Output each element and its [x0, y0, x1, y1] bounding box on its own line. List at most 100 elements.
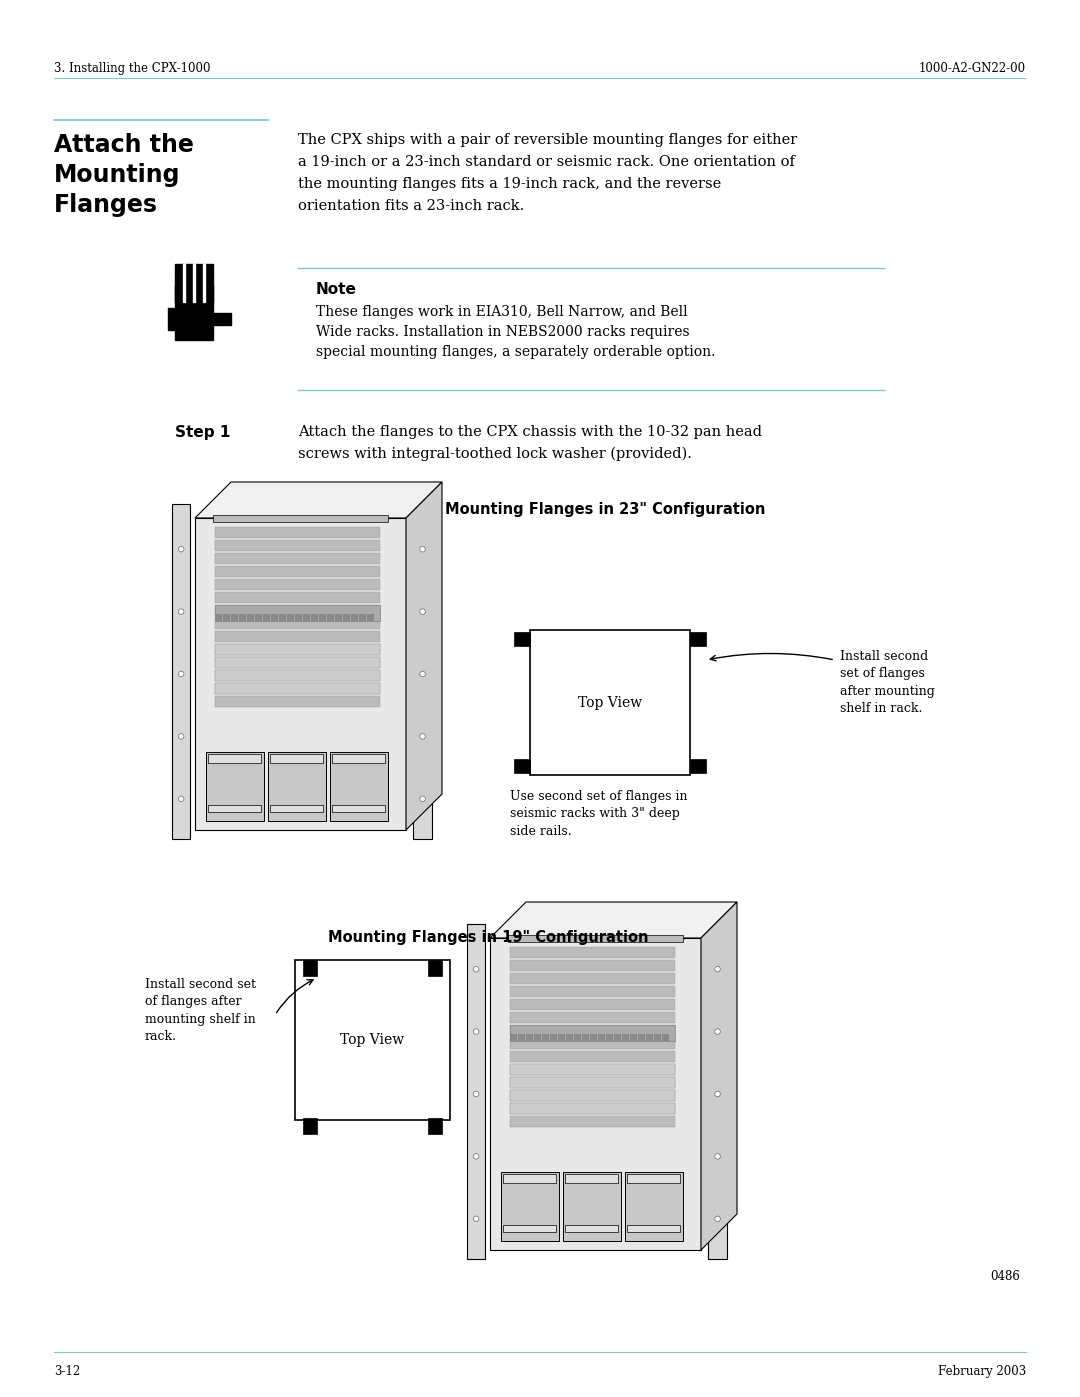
- Bar: [510, 1104, 675, 1113]
- Bar: [215, 605, 380, 616]
- Bar: [185, 264, 193, 302]
- Bar: [271, 615, 278, 622]
- Polygon shape: [195, 482, 442, 518]
- Bar: [598, 1034, 605, 1041]
- Bar: [690, 631, 706, 645]
- Bar: [213, 515, 388, 522]
- Bar: [510, 1051, 675, 1062]
- Text: Mounting Flanges in 19" Configuration: Mounting Flanges in 19" Configuration: [328, 930, 648, 944]
- Circle shape: [178, 796, 184, 802]
- Text: Top View: Top View: [578, 696, 643, 710]
- Text: Install second
set of flanges
after mounting
shelf in rack.: Install second set of flanges after moun…: [840, 650, 935, 715]
- Polygon shape: [490, 937, 701, 1250]
- Bar: [627, 1173, 680, 1183]
- Bar: [311, 615, 318, 622]
- Text: Mounting: Mounting: [54, 163, 180, 187]
- Bar: [215, 527, 380, 538]
- Bar: [215, 657, 380, 668]
- Bar: [215, 696, 380, 707]
- Bar: [327, 615, 334, 622]
- Bar: [231, 615, 238, 622]
- Bar: [183, 264, 185, 302]
- Bar: [215, 683, 380, 694]
- Bar: [287, 615, 294, 622]
- Circle shape: [178, 546, 184, 552]
- Bar: [335, 615, 342, 622]
- Circle shape: [473, 1091, 478, 1097]
- Circle shape: [178, 609, 184, 615]
- Bar: [205, 264, 213, 302]
- Bar: [638, 1034, 645, 1041]
- Bar: [550, 1034, 557, 1041]
- Text: Attach the: Attach the: [54, 133, 194, 156]
- Polygon shape: [490, 902, 737, 937]
- Bar: [534, 1034, 541, 1041]
- Bar: [367, 615, 374, 622]
- Text: Use second set of flanges in
seismic racks with 3" deep
side rails.: Use second set of flanges in seismic rac…: [510, 789, 688, 838]
- Bar: [206, 752, 264, 821]
- Text: Note: Note: [316, 282, 356, 298]
- Bar: [168, 307, 178, 330]
- Bar: [510, 1065, 675, 1076]
- Text: 3-12: 3-12: [54, 1365, 80, 1377]
- Bar: [530, 630, 690, 775]
- Bar: [215, 615, 222, 622]
- Bar: [215, 617, 380, 629]
- Bar: [295, 615, 302, 622]
- Bar: [510, 999, 675, 1010]
- Bar: [303, 615, 310, 622]
- Bar: [514, 631, 530, 645]
- Bar: [332, 805, 384, 812]
- Bar: [690, 759, 706, 773]
- Bar: [510, 972, 675, 983]
- Text: screws with integral-toothed lock washer (provided).: screws with integral-toothed lock washer…: [298, 447, 692, 461]
- Bar: [558, 1034, 565, 1041]
- Bar: [627, 1225, 680, 1232]
- Text: Install second set
of flanges after
mounting shelf in
rack.: Install second set of flanges after moun…: [145, 978, 256, 1044]
- Circle shape: [473, 967, 478, 972]
- Bar: [514, 759, 530, 773]
- Bar: [195, 264, 203, 302]
- Circle shape: [715, 1154, 720, 1160]
- Circle shape: [715, 1091, 720, 1097]
- Bar: [215, 553, 380, 564]
- Bar: [565, 1173, 618, 1183]
- Bar: [330, 752, 388, 821]
- Bar: [510, 947, 675, 958]
- Bar: [646, 1034, 653, 1041]
- Text: Attach the flanges to the CPX chassis with the 10-32 pan head: Attach the flanges to the CPX chassis wi…: [298, 425, 762, 439]
- Bar: [215, 671, 380, 680]
- Polygon shape: [701, 902, 737, 1250]
- Bar: [213, 313, 231, 326]
- Bar: [270, 805, 323, 812]
- Text: 1000-A2-GN22-00: 1000-A2-GN22-00: [919, 61, 1026, 75]
- Text: Wide racks. Installation in NEBS2000 racks requires: Wide racks. Installation in NEBS2000 rac…: [316, 326, 690, 339]
- Bar: [270, 754, 323, 763]
- Bar: [510, 986, 675, 997]
- Bar: [510, 1025, 675, 1037]
- Bar: [359, 615, 366, 622]
- Bar: [428, 1118, 442, 1134]
- Bar: [303, 960, 318, 977]
- Bar: [215, 592, 380, 604]
- Bar: [279, 615, 286, 622]
- Bar: [508, 935, 683, 942]
- Bar: [215, 631, 380, 643]
- Bar: [590, 1034, 597, 1041]
- Bar: [654, 1034, 661, 1041]
- Circle shape: [715, 1028, 720, 1034]
- Bar: [526, 1034, 534, 1041]
- Bar: [193, 264, 195, 302]
- Bar: [203, 264, 205, 302]
- Bar: [622, 1034, 629, 1041]
- Text: Mounting Flanges in 23" Configuration: Mounting Flanges in 23" Configuration: [445, 502, 766, 517]
- Bar: [630, 1034, 637, 1041]
- Bar: [510, 1116, 675, 1127]
- Bar: [510, 1090, 675, 1101]
- Bar: [428, 960, 442, 977]
- Bar: [625, 1172, 683, 1241]
- Circle shape: [420, 609, 426, 615]
- Bar: [295, 960, 450, 1120]
- Bar: [510, 1065, 675, 1076]
- Circle shape: [420, 671, 426, 676]
